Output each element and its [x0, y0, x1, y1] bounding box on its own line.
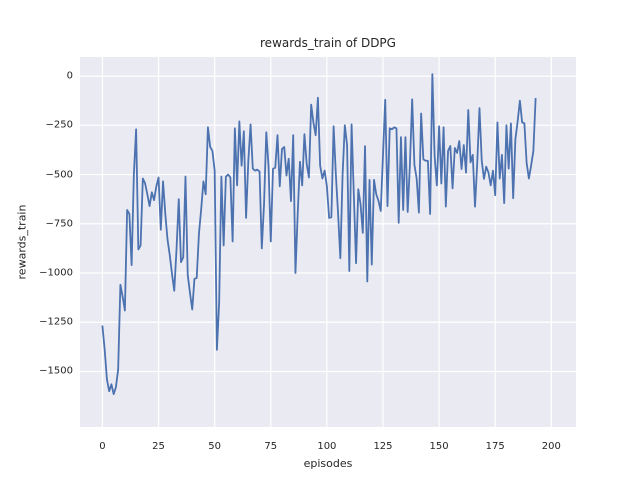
x-tick-label: 100	[317, 441, 337, 452]
plot-area	[80, 57, 576, 427]
y-tick-label: −500	[45, 169, 73, 181]
x-tick-label: 200	[541, 441, 561, 452]
rewards-line	[101, 73, 537, 396]
x-tick-label: 0	[99, 441, 106, 452]
x-tick-label: 150	[429, 441, 449, 452]
x-tick-label: 75	[264, 441, 278, 452]
x-tick-label: 50	[208, 441, 222, 452]
x-tick-label: 125	[373, 441, 393, 452]
y-tick-label: −1500	[39, 365, 73, 377]
y-tick-label: −250	[45, 119, 73, 131]
line-chart-canvas	[80, 57, 576, 427]
y-tick-label: −750	[45, 218, 73, 230]
x-tick-label: 175	[485, 441, 505, 452]
y-tick-label: −1000	[39, 267, 73, 279]
x-axis-label: episodes	[303, 457, 353, 470]
chart-title: rewards_train of DDPG	[260, 36, 396, 50]
y-tick-label: −1250	[39, 316, 73, 328]
y-tick-label: 0	[66, 70, 73, 82]
x-tick-label: 25	[152, 441, 165, 452]
